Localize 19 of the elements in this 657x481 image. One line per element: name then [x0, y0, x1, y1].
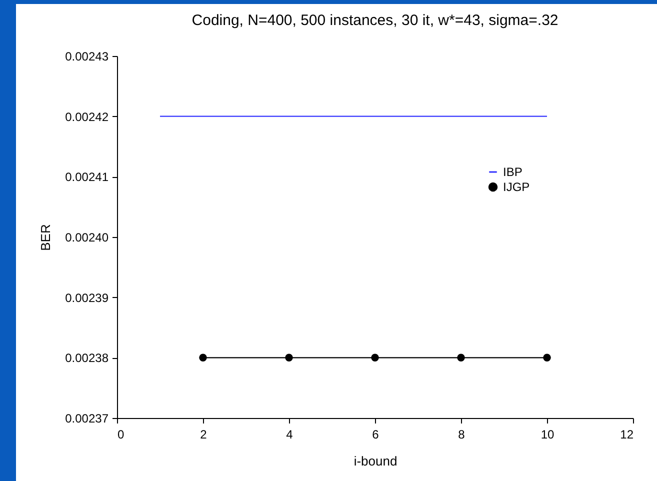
x-axis-title: i-bound — [354, 454, 398, 468]
x-tick-label: 6 — [372, 428, 380, 442]
x-tick-label: 12 — [620, 428, 634, 442]
y-tick-label: 0.00237 — [65, 412, 109, 426]
x-tick-label: 0 — [118, 428, 124, 442]
y-tick-label: 0.00239 — [65, 290, 109, 305]
y-tick-label: 0.00241 — [65, 170, 109, 184]
x-tick-label: 4 — [286, 428, 294, 442]
y-tick-label: 0.00238 — [65, 351, 109, 366]
x-tick-label: 2 — [200, 428, 208, 442]
x-tick-label: 10 — [540, 428, 554, 442]
y-tick-label: 0.00242 — [65, 110, 109, 124]
legend-label: IBP — [503, 165, 522, 179]
y-tick-label: 0.00240 — [65, 230, 109, 244]
legend-label: IJGP — [503, 180, 530, 194]
y-tick-label: 0.00243 — [65, 50, 109, 64]
x-tick-label: 8 — [458, 428, 466, 442]
y-axis-title: BER — [38, 224, 54, 251]
chart-title: Coding, N=400, 500 instances, 30 it, w*=43, sigma=.32 — [192, 12, 558, 29]
